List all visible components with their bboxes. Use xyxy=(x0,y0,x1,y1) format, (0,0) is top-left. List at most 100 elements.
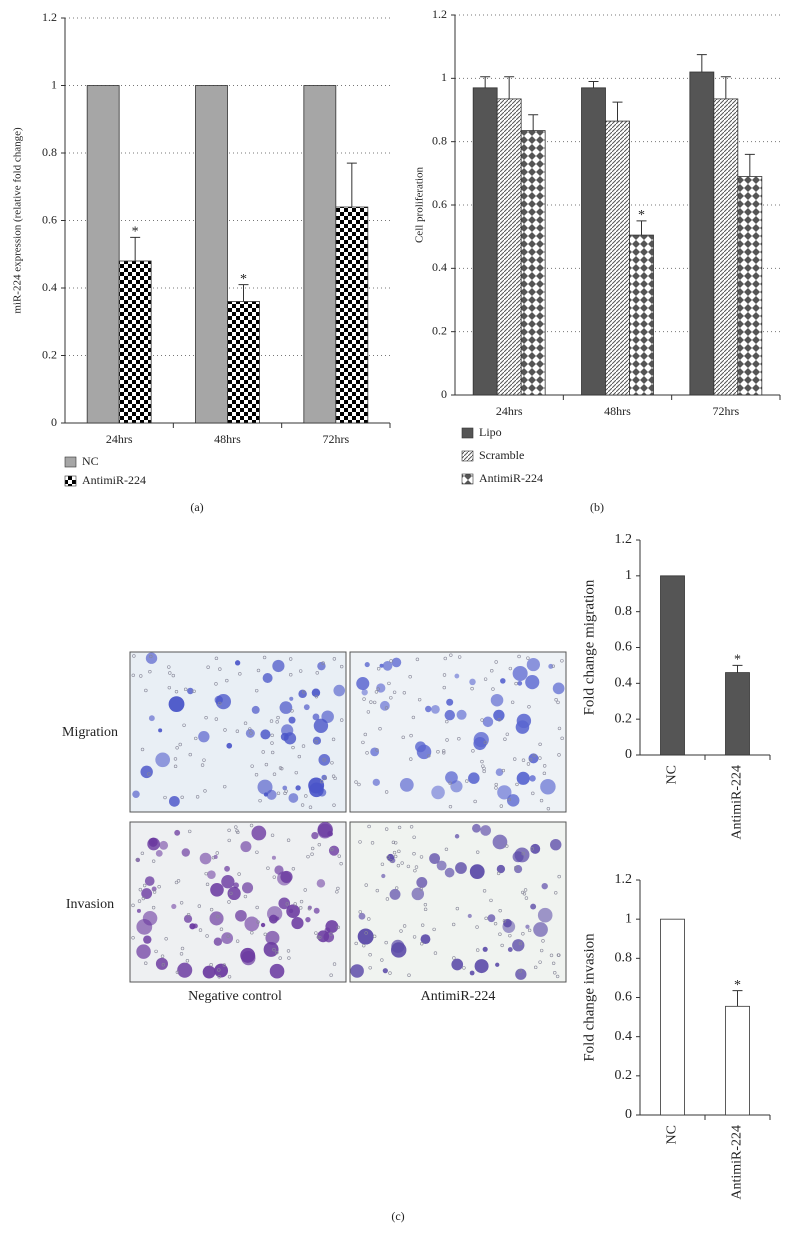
pore xyxy=(205,934,209,938)
pore xyxy=(481,764,485,768)
pore xyxy=(339,861,343,866)
pore xyxy=(457,655,462,659)
pore xyxy=(216,914,220,919)
pore xyxy=(180,946,185,951)
cell-blob xyxy=(145,652,158,664)
pore xyxy=(402,691,407,695)
annotation: * xyxy=(132,225,139,240)
x-tick-label: 48hrs xyxy=(214,432,241,446)
pore xyxy=(376,667,381,671)
bar xyxy=(303,85,337,424)
cell-blob xyxy=(446,698,454,706)
pore xyxy=(256,668,261,673)
cell-blob xyxy=(497,785,512,800)
pore xyxy=(393,854,398,859)
cell-blob xyxy=(269,963,285,979)
pore xyxy=(297,754,302,759)
cell-blob xyxy=(268,914,278,924)
pore xyxy=(209,907,214,912)
y-tick-label: 0.4 xyxy=(615,1029,633,1044)
pore xyxy=(400,861,404,865)
pore xyxy=(501,768,506,773)
pore xyxy=(261,750,265,754)
pore xyxy=(152,890,157,894)
pore xyxy=(399,929,403,933)
pore xyxy=(250,931,254,935)
pore xyxy=(523,888,528,892)
pore xyxy=(417,697,422,702)
pore xyxy=(409,825,414,829)
cell-blob xyxy=(151,886,157,892)
cell-blob xyxy=(177,962,193,978)
pore xyxy=(148,669,152,674)
pore xyxy=(204,715,208,720)
cell-blob xyxy=(482,946,488,952)
pore xyxy=(442,751,446,755)
pore xyxy=(557,753,561,757)
pore xyxy=(414,865,419,869)
pore xyxy=(272,947,276,952)
pore xyxy=(314,740,318,744)
cell-blob xyxy=(278,897,291,910)
y-tick-label: 0.6 xyxy=(42,212,57,226)
cell-blob xyxy=(537,907,553,923)
cell-blob xyxy=(456,709,467,720)
pore xyxy=(369,700,373,704)
pore xyxy=(214,656,219,661)
cell-blob xyxy=(454,673,460,679)
pore xyxy=(445,719,449,724)
cell-blob xyxy=(552,682,565,695)
pore xyxy=(256,920,260,924)
pore xyxy=(318,935,322,940)
pore xyxy=(384,790,389,794)
pore xyxy=(142,883,147,888)
cell-blob xyxy=(500,678,506,684)
pore xyxy=(542,764,547,768)
y-tick-label: 1 xyxy=(441,70,447,84)
pore xyxy=(140,747,145,752)
pore xyxy=(314,931,318,935)
pore xyxy=(332,657,337,661)
cell-blob xyxy=(444,867,455,878)
cell-blob xyxy=(148,715,155,722)
cell-blob xyxy=(411,887,425,901)
pore xyxy=(497,718,502,722)
cell-blob xyxy=(391,657,402,668)
pore xyxy=(168,671,172,675)
y-tick-label: 0 xyxy=(625,1107,632,1122)
pore xyxy=(389,859,393,863)
pore xyxy=(164,937,168,941)
cell-blob xyxy=(257,779,273,795)
cell-blob xyxy=(450,780,463,793)
pore xyxy=(173,764,178,769)
pore xyxy=(366,710,371,714)
pore xyxy=(314,694,319,699)
pore xyxy=(494,786,498,790)
pore xyxy=(289,673,293,677)
pore xyxy=(211,855,216,860)
pore xyxy=(412,935,417,939)
bar xyxy=(629,234,654,396)
micrograph xyxy=(349,821,567,983)
y-tick-label: 0.2 xyxy=(615,711,633,726)
y-tick-label: 0.6 xyxy=(615,990,633,1005)
pore xyxy=(397,825,402,830)
pore xyxy=(384,827,389,831)
pore xyxy=(415,657,420,662)
pore xyxy=(131,903,135,908)
pore xyxy=(264,762,269,767)
cell-blob xyxy=(260,922,266,928)
pore xyxy=(321,661,325,665)
cell-blob xyxy=(495,768,504,776)
pore xyxy=(494,782,498,787)
cell-blob xyxy=(209,911,224,926)
pore xyxy=(493,921,498,926)
pore xyxy=(445,738,449,742)
pore xyxy=(542,771,547,776)
pore xyxy=(442,749,446,753)
pore xyxy=(171,673,176,678)
pore xyxy=(448,804,453,809)
cell-blob xyxy=(213,937,223,946)
pore xyxy=(323,776,327,780)
